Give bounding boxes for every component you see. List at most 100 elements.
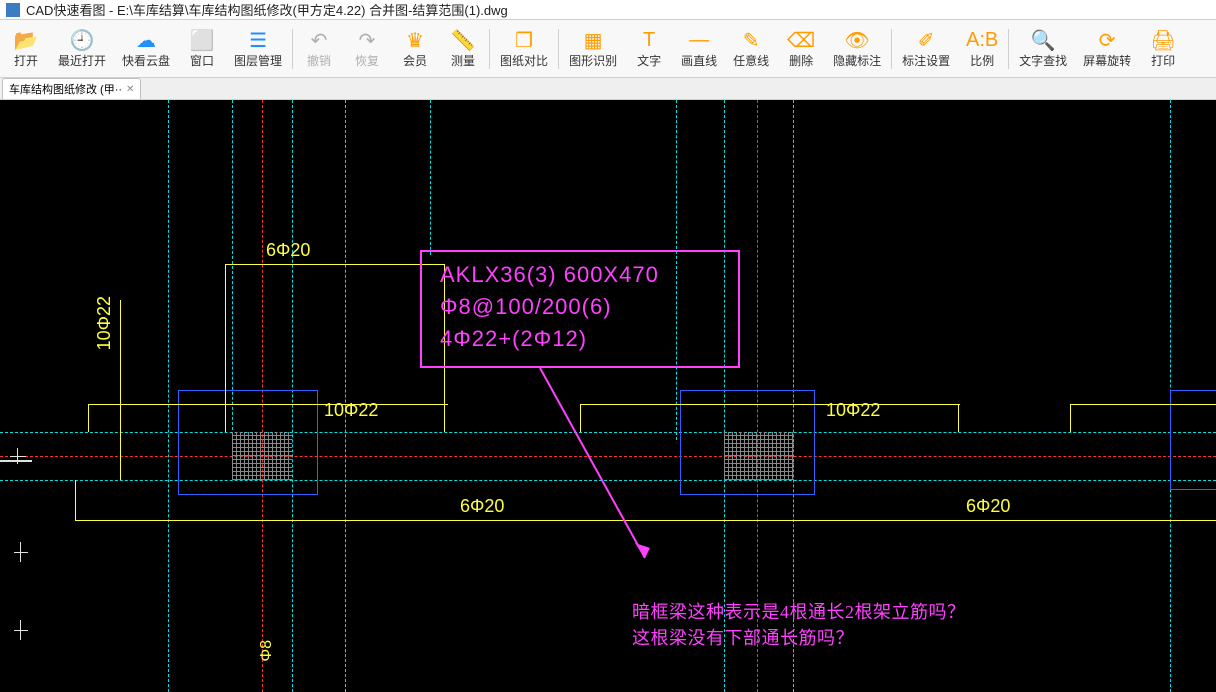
ratio-button[interactable]: A:B比例 [958, 24, 1006, 73]
toolbar-label: 最近打开 [58, 52, 106, 69]
column-outline [1170, 390, 1216, 490]
print-button[interactable]: 🖨打印 [1139, 24, 1187, 73]
rebar-line [120, 300, 121, 480]
delete-button[interactable]: ⌫删除 [777, 24, 825, 73]
gridline-v [168, 100, 169, 692]
hide-icon: 👁 [845, 28, 869, 52]
toolbar-label: 图形识别 [569, 52, 617, 69]
text-button[interactable]: T文字 [625, 24, 673, 73]
rebar-text: 6Φ20 [966, 496, 1010, 517]
toolbar-label: 测量 [451, 52, 475, 69]
toolbar-label: 任意线 [733, 52, 769, 69]
toolbar-label: 删除 [789, 52, 813, 69]
question-text: 这根梁没有下部通长筋吗？ [632, 624, 854, 650]
toolbar-label: 恢复 [355, 52, 379, 69]
rebar-line [958, 404, 959, 432]
tick [14, 630, 28, 631]
toolbar-label: 会员 [403, 52, 427, 69]
rebar-line [75, 480, 76, 520]
question-text: 暗框梁这种表示是4根通长2根架立筋吗？ [632, 598, 966, 624]
window-title: CAD快速看图 - E:\车库结算\车库结构图纸修改(甲方定4.22) 合并图-… [26, 0, 508, 19]
toolbar-label: 打开 [14, 52, 38, 69]
title-bar: CAD快速看图 - E:\车库结算\车库结构图纸修改(甲方定4.22) 合并图-… [0, 0, 1216, 20]
rebar-text: 10Φ22 [324, 400, 378, 421]
toolbar-label: 画直线 [681, 52, 717, 69]
recent-icon: 🕘 [70, 28, 94, 52]
toolbar-label: 文字查找 [1019, 52, 1067, 69]
recognize-button[interactable]: ▦图形识别 [561, 24, 625, 73]
column-hatch [724, 432, 794, 480]
app-icon [6, 3, 20, 17]
print-icon: 🖨 [1151, 28, 1175, 52]
vip-button[interactable]: ♛会员 [391, 24, 439, 73]
toolbar-label: 图层管理 [234, 52, 282, 69]
toolbar-label: 比例 [970, 52, 994, 69]
anyline-icon: ✎ [739, 28, 763, 52]
rebar-line [1070, 404, 1071, 432]
rebar-line [88, 404, 89, 432]
gridline-v [232, 100, 233, 440]
rebar-text: 10Φ22 [94, 296, 115, 350]
cad-canvas[interactable]: 6Φ20 10Φ22 10Φ22 6Φ20 10Φ22 6Φ20 Φ8 AKLX… [0, 100, 1216, 692]
rebar-line [225, 264, 226, 432]
toolbar-label: 图纸对比 [500, 52, 548, 69]
tab-bar: 车库结构图纸修改 (甲·· ✕ [0, 78, 1216, 100]
toolbar-label: 窗口 [190, 52, 214, 69]
find-button[interactable]: 🔍文字查找 [1011, 24, 1075, 73]
line-button[interactable]: —画直线 [673, 24, 725, 73]
leader-arrow [540, 368, 670, 578]
rebar-line [88, 404, 448, 405]
recent-button[interactable]: 🕘最近打开 [50, 24, 114, 73]
cloud-button[interactable]: ☁快看云盘 [114, 24, 178, 73]
layer-icon: ☰ [246, 28, 270, 52]
toolbar-label: 隐藏标注 [833, 52, 881, 69]
open-icon: 📂 [14, 28, 38, 52]
undo-icon: ↶ [307, 28, 331, 52]
toolbar-label: 撤销 [307, 52, 331, 69]
layer-button[interactable]: ☰图层管理 [226, 24, 290, 73]
redo-button: ↷恢复 [343, 24, 391, 73]
delete-icon: ⌫ [789, 28, 813, 52]
tick [17, 448, 18, 464]
line-icon: — [687, 28, 711, 52]
tick [14, 552, 28, 553]
hide-button[interactable]: 👁隐藏标注 [825, 24, 889, 73]
rebar-line [225, 264, 445, 265]
beam-spec: Φ8@100/200(6) [440, 294, 612, 320]
undo-button: ↶撤销 [295, 24, 343, 73]
tick [10, 456, 26, 457]
compare-icon: ❐ [512, 28, 536, 52]
rotate-icon: ⟳ [1095, 28, 1119, 52]
toolbar-label: 文字 [637, 52, 661, 69]
recognize-icon: ▦ [581, 28, 605, 52]
toolbar-label: 屏幕旋转 [1083, 52, 1131, 69]
toolbar-label: 快看云盘 [122, 52, 170, 69]
rebar-line [1070, 404, 1216, 405]
ratio-icon: A:B [970, 28, 994, 52]
column-hatch [232, 432, 292, 480]
window-icon: ⬜ [190, 28, 214, 52]
measure-icon: 📏 [451, 28, 475, 52]
beam-spec: AKLX36(3) 600X470 [440, 262, 659, 288]
rebar-text: 10Φ22 [826, 400, 880, 421]
beam-spec: 4Φ22+(2Φ12) [440, 326, 587, 352]
open-button[interactable]: 📂打开 [2, 24, 50, 73]
tab-active[interactable]: 车库结构图纸修改 (甲·· ✕ [2, 78, 141, 99]
toolbar: 📂打开🕘最近打开☁快看云盘⬜窗口☰图层管理↶撤销↷恢复♛会员📏测量❐图纸对比▦图… [0, 20, 1216, 78]
cloud-icon: ☁ [134, 28, 158, 52]
compare-button[interactable]: ❐图纸对比 [492, 24, 556, 73]
anyline-button[interactable]: ✎任意线 [725, 24, 777, 73]
toolbar-label: 标注设置 [902, 52, 950, 69]
markset-button[interactable]: ✐标注设置 [894, 24, 958, 73]
close-icon[interactable]: ✕ [126, 84, 134, 95]
find-icon: 🔍 [1031, 28, 1055, 52]
rebar-text: Φ8 [258, 640, 276, 662]
window-button[interactable]: ⬜窗口 [178, 24, 226, 73]
redo-icon: ↷ [355, 28, 379, 52]
gridline-v [345, 100, 346, 692]
measure-button[interactable]: 📏测量 [439, 24, 487, 73]
rebar-text: 6Φ20 [460, 496, 504, 517]
vip-icon: ♛ [403, 28, 427, 52]
gridline-v [430, 100, 431, 255]
rotate-button[interactable]: ⟳屏幕旋转 [1075, 24, 1139, 73]
